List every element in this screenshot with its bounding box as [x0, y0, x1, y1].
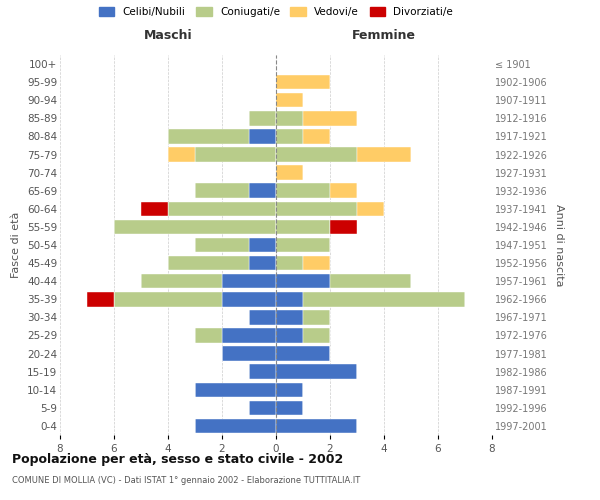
- Text: Femmine: Femmine: [352, 30, 416, 43]
- Bar: [276, 400, 303, 415]
- Bar: [330, 184, 357, 198]
- Bar: [330, 274, 411, 288]
- Bar: [276, 328, 303, 342]
- Bar: [276, 364, 357, 379]
- Text: COMUNE DI MOLLIA (VC) - Dati ISTAT 1° gennaio 2002 - Elaborazione TUTTITALIA.IT: COMUNE DI MOLLIA (VC) - Dati ISTAT 1° ge…: [12, 476, 360, 485]
- Bar: [249, 256, 276, 270]
- Bar: [249, 364, 276, 379]
- Bar: [276, 148, 357, 162]
- Bar: [114, 292, 222, 306]
- Bar: [303, 256, 330, 270]
- Text: Maschi: Maschi: [143, 30, 193, 43]
- Bar: [303, 328, 330, 342]
- Bar: [195, 184, 249, 198]
- Legend: Celibi/Nubili, Coniugati/e, Vedovi/e, Divorziati/e: Celibi/Nubili, Coniugati/e, Vedovi/e, Di…: [95, 2, 457, 21]
- Bar: [195, 382, 276, 397]
- Bar: [249, 400, 276, 415]
- Bar: [303, 111, 357, 126]
- Text: Popolazione per età, sesso e stato civile - 2002: Popolazione per età, sesso e stato civil…: [12, 452, 343, 466]
- Bar: [222, 346, 276, 361]
- Bar: [195, 418, 276, 433]
- Bar: [276, 202, 357, 216]
- Bar: [249, 238, 276, 252]
- Bar: [195, 238, 249, 252]
- Bar: [222, 328, 276, 342]
- Bar: [357, 202, 384, 216]
- Bar: [141, 202, 168, 216]
- Bar: [141, 274, 222, 288]
- Bar: [276, 75, 330, 90]
- Bar: [276, 129, 303, 144]
- Bar: [303, 310, 330, 324]
- Bar: [168, 129, 249, 144]
- Bar: [114, 220, 276, 234]
- Bar: [276, 382, 303, 397]
- Bar: [87, 292, 114, 306]
- Bar: [168, 148, 195, 162]
- Bar: [249, 129, 276, 144]
- Bar: [330, 220, 357, 234]
- Bar: [303, 292, 465, 306]
- Bar: [276, 220, 330, 234]
- Bar: [222, 292, 276, 306]
- Bar: [276, 238, 330, 252]
- Bar: [276, 184, 330, 198]
- Bar: [168, 202, 276, 216]
- Bar: [276, 310, 303, 324]
- Bar: [303, 129, 330, 144]
- Bar: [249, 310, 276, 324]
- Bar: [276, 292, 303, 306]
- Bar: [195, 148, 276, 162]
- Bar: [276, 111, 303, 126]
- Bar: [276, 93, 303, 108]
- Bar: [276, 274, 330, 288]
- Bar: [276, 256, 303, 270]
- Y-axis label: Anni di nascita: Anni di nascita: [554, 204, 565, 286]
- Bar: [168, 256, 249, 270]
- Bar: [276, 166, 303, 180]
- Bar: [276, 418, 357, 433]
- Y-axis label: Fasce di età: Fasce di età: [11, 212, 22, 278]
- Bar: [222, 274, 276, 288]
- Bar: [249, 111, 276, 126]
- Bar: [249, 184, 276, 198]
- Bar: [195, 328, 222, 342]
- Bar: [357, 148, 411, 162]
- Bar: [276, 346, 330, 361]
